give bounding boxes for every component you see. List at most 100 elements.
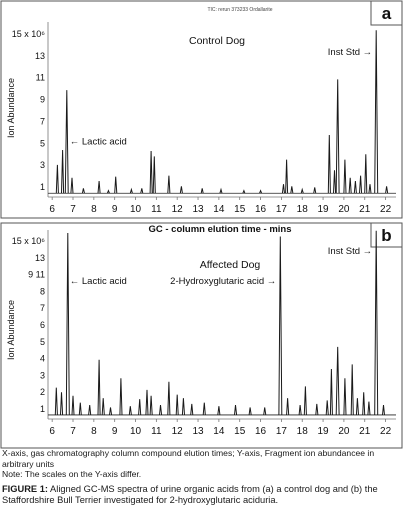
panel-b-x-tick-label: 22	[380, 426, 392, 437]
panel-b-y-tick-label: 3	[40, 370, 45, 380]
panel-b-x-tick-label: 19	[318, 426, 330, 437]
panel-b-letter: b	[381, 226, 391, 245]
panel-a-peak	[200, 188, 204, 194]
panel-b-peak	[167, 381, 171, 415]
panel-b-y-tick-label: 9 11	[28, 270, 45, 280]
panel-b-title: Affected Dog	[200, 259, 261, 271]
panel-a-x-tick-label: 16	[255, 204, 267, 215]
panel-a-peak	[300, 187, 304, 194]
caption-axes-note: X-axis, gas chromatography column compou…	[2, 448, 375, 469]
panel-b-peak	[278, 236, 283, 415]
panel-a-x-tick-label: 17	[276, 204, 288, 215]
panel-a: TIC: rerun 373233 Ordallarite a Control …	[0, 0, 403, 219]
caption-figure-label: FIGURE 1:	[2, 483, 48, 494]
panel-b-y-tick-label: 13	[35, 253, 45, 263]
panel-a-frame	[0, 0, 403, 219]
panel-b-peak	[315, 403, 319, 415]
panel-a-x-tick-label: 19	[318, 204, 330, 215]
caption-scale-note: Note: The scales on the Y-axis differ.	[2, 469, 142, 480]
panel-a-peak	[368, 184, 372, 194]
panel-b-peak	[355, 398, 359, 415]
panel-a-x-tick-label: 14	[213, 204, 225, 215]
figure: TIC: rerun 373233 Ordallarite a Control …	[0, 0, 403, 449]
panel-b-peak	[101, 398, 105, 415]
panel-a-x-tick-label: 9	[112, 204, 118, 215]
panel-a-peak	[259, 189, 263, 194]
panel-a-y-tick-label: 11	[36, 73, 45, 83]
panel-a-peak	[64, 90, 69, 194]
panel-b-peak	[65, 232, 70, 415]
panel-b-chromatogram	[48, 230, 396, 416]
panel-a-peak	[114, 176, 118, 194]
panel-a-peak	[55, 164, 59, 194]
panel-a-peak	[149, 150, 153, 194]
panel-a-x-tick-label: 12	[172, 204, 184, 215]
panel-a-y-tick-label: 15 x 10⁶	[12, 29, 46, 39]
panel-a-x-tick-label: 11	[151, 204, 162, 215]
panel-b-x-tick-label: 20	[338, 426, 350, 437]
panel-b-peak	[362, 392, 366, 415]
panel-a-peak	[333, 170, 337, 194]
panel-b-peak	[54, 387, 58, 415]
panel-a-peak	[285, 159, 289, 194]
panel-b-annotation: 2-Hydroxyglutaric acid →	[170, 276, 276, 287]
panel-b-x-tick-label: 21	[359, 426, 371, 437]
panel-a-peak	[167, 175, 171, 194]
panel-b-peak	[263, 407, 267, 415]
panel-a-y-tick-label: 7	[40, 116, 45, 126]
panel-b-annotation: Inst Std →	[328, 246, 372, 257]
panel-a-y-tick-label: 5	[40, 138, 45, 148]
panel-a-x-tick-label: 13	[192, 204, 204, 215]
panel-b-x-ticks: 6 7 8 9 10 11 12 13 14 15 16 17 18 19 20 21 22	[49, 419, 392, 437]
panel-a-peak	[348, 177, 352, 194]
panel-b-y-tick-label: 1	[40, 404, 45, 414]
panel-b-x-tick-label: 6	[49, 426, 55, 437]
panel-b-peak	[286, 398, 290, 415]
panel-b-x-tick-label: 14	[213, 426, 225, 437]
panel-a-peak	[242, 189, 246, 194]
panel-a-peak	[335, 79, 340, 194]
panel-b-y-tick-label: 15 x 10⁶	[12, 236, 46, 246]
panel-a-x-tick-label: 20	[338, 204, 350, 215]
panel-a-peak	[106, 189, 110, 194]
panel-b-peak	[217, 406, 221, 415]
panel-b-peak	[138, 399, 142, 415]
panel-b-x-tick-label: 16	[255, 426, 267, 437]
panel-b-peak	[119, 378, 123, 415]
panel-a-header: TIC: rerun 373233 Ordallarite	[207, 7, 272, 13]
panel-b-x-tick-label: 11	[151, 426, 162, 437]
panel-b-x-tick-label: 17	[276, 426, 288, 437]
panel-a-ylabel: Ion Abundance	[6, 78, 16, 138]
panel-a-x-tick-label: 10	[130, 204, 142, 215]
panel-a-peak	[81, 188, 85, 194]
panel-b-x-tick-label: 10	[130, 426, 142, 437]
panel-b-peak	[350, 364, 354, 415]
panel-b-annotation: ← Lactic acid	[70, 276, 127, 287]
panel-a-peak	[129, 187, 133, 194]
panel-a-x-tick-label: 22	[380, 204, 392, 215]
panel-a-peak	[374, 30, 379, 194]
panel-b-y-tick-label: 4	[40, 354, 45, 364]
panel-a-peak	[152, 156, 156, 194]
panel-b-x-tick-label: 8	[91, 426, 97, 437]
x-axis-label: GC - column elution time - mins	[148, 224, 291, 235]
panel-b-ylabel: Ion Abundance	[6, 300, 16, 360]
panel-b-y-tick-label: 8	[40, 286, 45, 296]
panel-a-chromatogram	[48, 30, 396, 194]
panel-a-peak	[281, 184, 285, 194]
panel-b-peak	[325, 400, 329, 415]
panel-a-y-tick-label: 1	[40, 182, 45, 192]
panel-b-peak	[109, 407, 113, 415]
panel-b-peak	[343, 378, 347, 415]
panel-b-y-ticks: 1 2 3 4 5 6 7 8 9 11 13 15 x 10⁶	[12, 236, 46, 414]
panel-a-peak	[359, 175, 363, 194]
panel-b-peak	[128, 406, 132, 415]
panel-a-x-ticks: 6 7 8 9 10 11 12 13 14 15 16 17 18 19 20 21 22	[49, 197, 392, 215]
panel-b-peak	[97, 359, 101, 415]
panel-a-peak	[385, 186, 389, 194]
panel-b-peak	[335, 346, 340, 415]
panel-a-peak	[219, 187, 223, 194]
panel-b-frame	[0, 222, 403, 449]
